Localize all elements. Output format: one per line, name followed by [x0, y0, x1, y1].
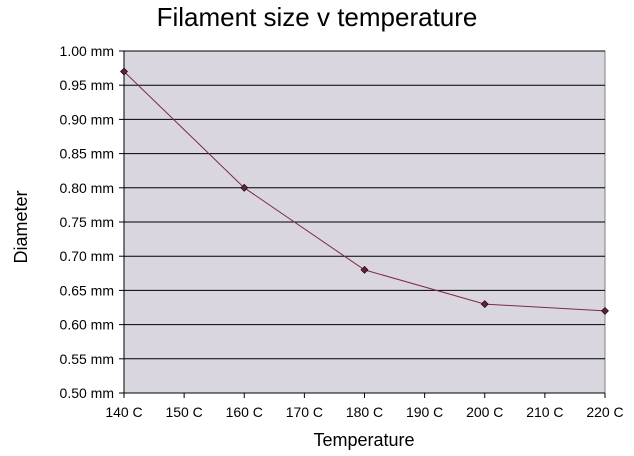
y-tick-label: 0.75 mm: [60, 214, 114, 230]
y-tick-label: 0.85 mm: [60, 146, 114, 162]
y-tick-label: 0.50 mm: [60, 385, 114, 401]
y-tick-label: 0.55 mm: [60, 351, 114, 367]
x-axis-label: Temperature: [313, 430, 414, 450]
data-point: [480, 300, 489, 309]
y-tick-label: 0.90 mm: [60, 111, 114, 127]
data-points: [120, 67, 609, 315]
x-tick-label: 140 C: [105, 404, 142, 420]
y-tick-label: 0.65 mm: [60, 282, 114, 298]
y-axis-label: Diameter: [11, 190, 31, 263]
x-tick-label: 170 C: [286, 404, 323, 420]
y-tick-label: 0.60 mm: [60, 317, 114, 333]
x-tick-label: 180 C: [346, 404, 383, 420]
y-tick-label: 1.00 mm: [60, 43, 114, 59]
data-point: [240, 183, 249, 192]
x-tick-label: 190 C: [406, 404, 443, 420]
x-tick-label: 150 C: [165, 404, 202, 420]
y-tick-label: 0.80 mm: [60, 180, 114, 196]
x-tick-label: 210 C: [526, 404, 563, 420]
x-tick-label: 160 C: [226, 404, 263, 420]
y-tick-label: 0.70 mm: [60, 248, 114, 264]
x-tick-labels: 140 C 150 C 160 C 170 C 180 C 190 C 200 C 210 C…: [105, 404, 623, 420]
chart-title: Filament size v temperature: [157, 2, 478, 32]
y-tick-labels: 0.50 mm 0.55 mm 0.60 mm 0.65 mm 0.70 mm 0.75 …: [60, 43, 114, 401]
axes: [123, 51, 606, 398]
x-tick-label: 200 C: [466, 404, 503, 420]
x-tick-label: 220 C: [586, 404, 623, 420]
data-point: [120, 67, 128, 76]
data-point: [601, 306, 609, 315]
data-point: [360, 265, 369, 274]
y-tick-label: 0.95 mm: [60, 77, 114, 93]
